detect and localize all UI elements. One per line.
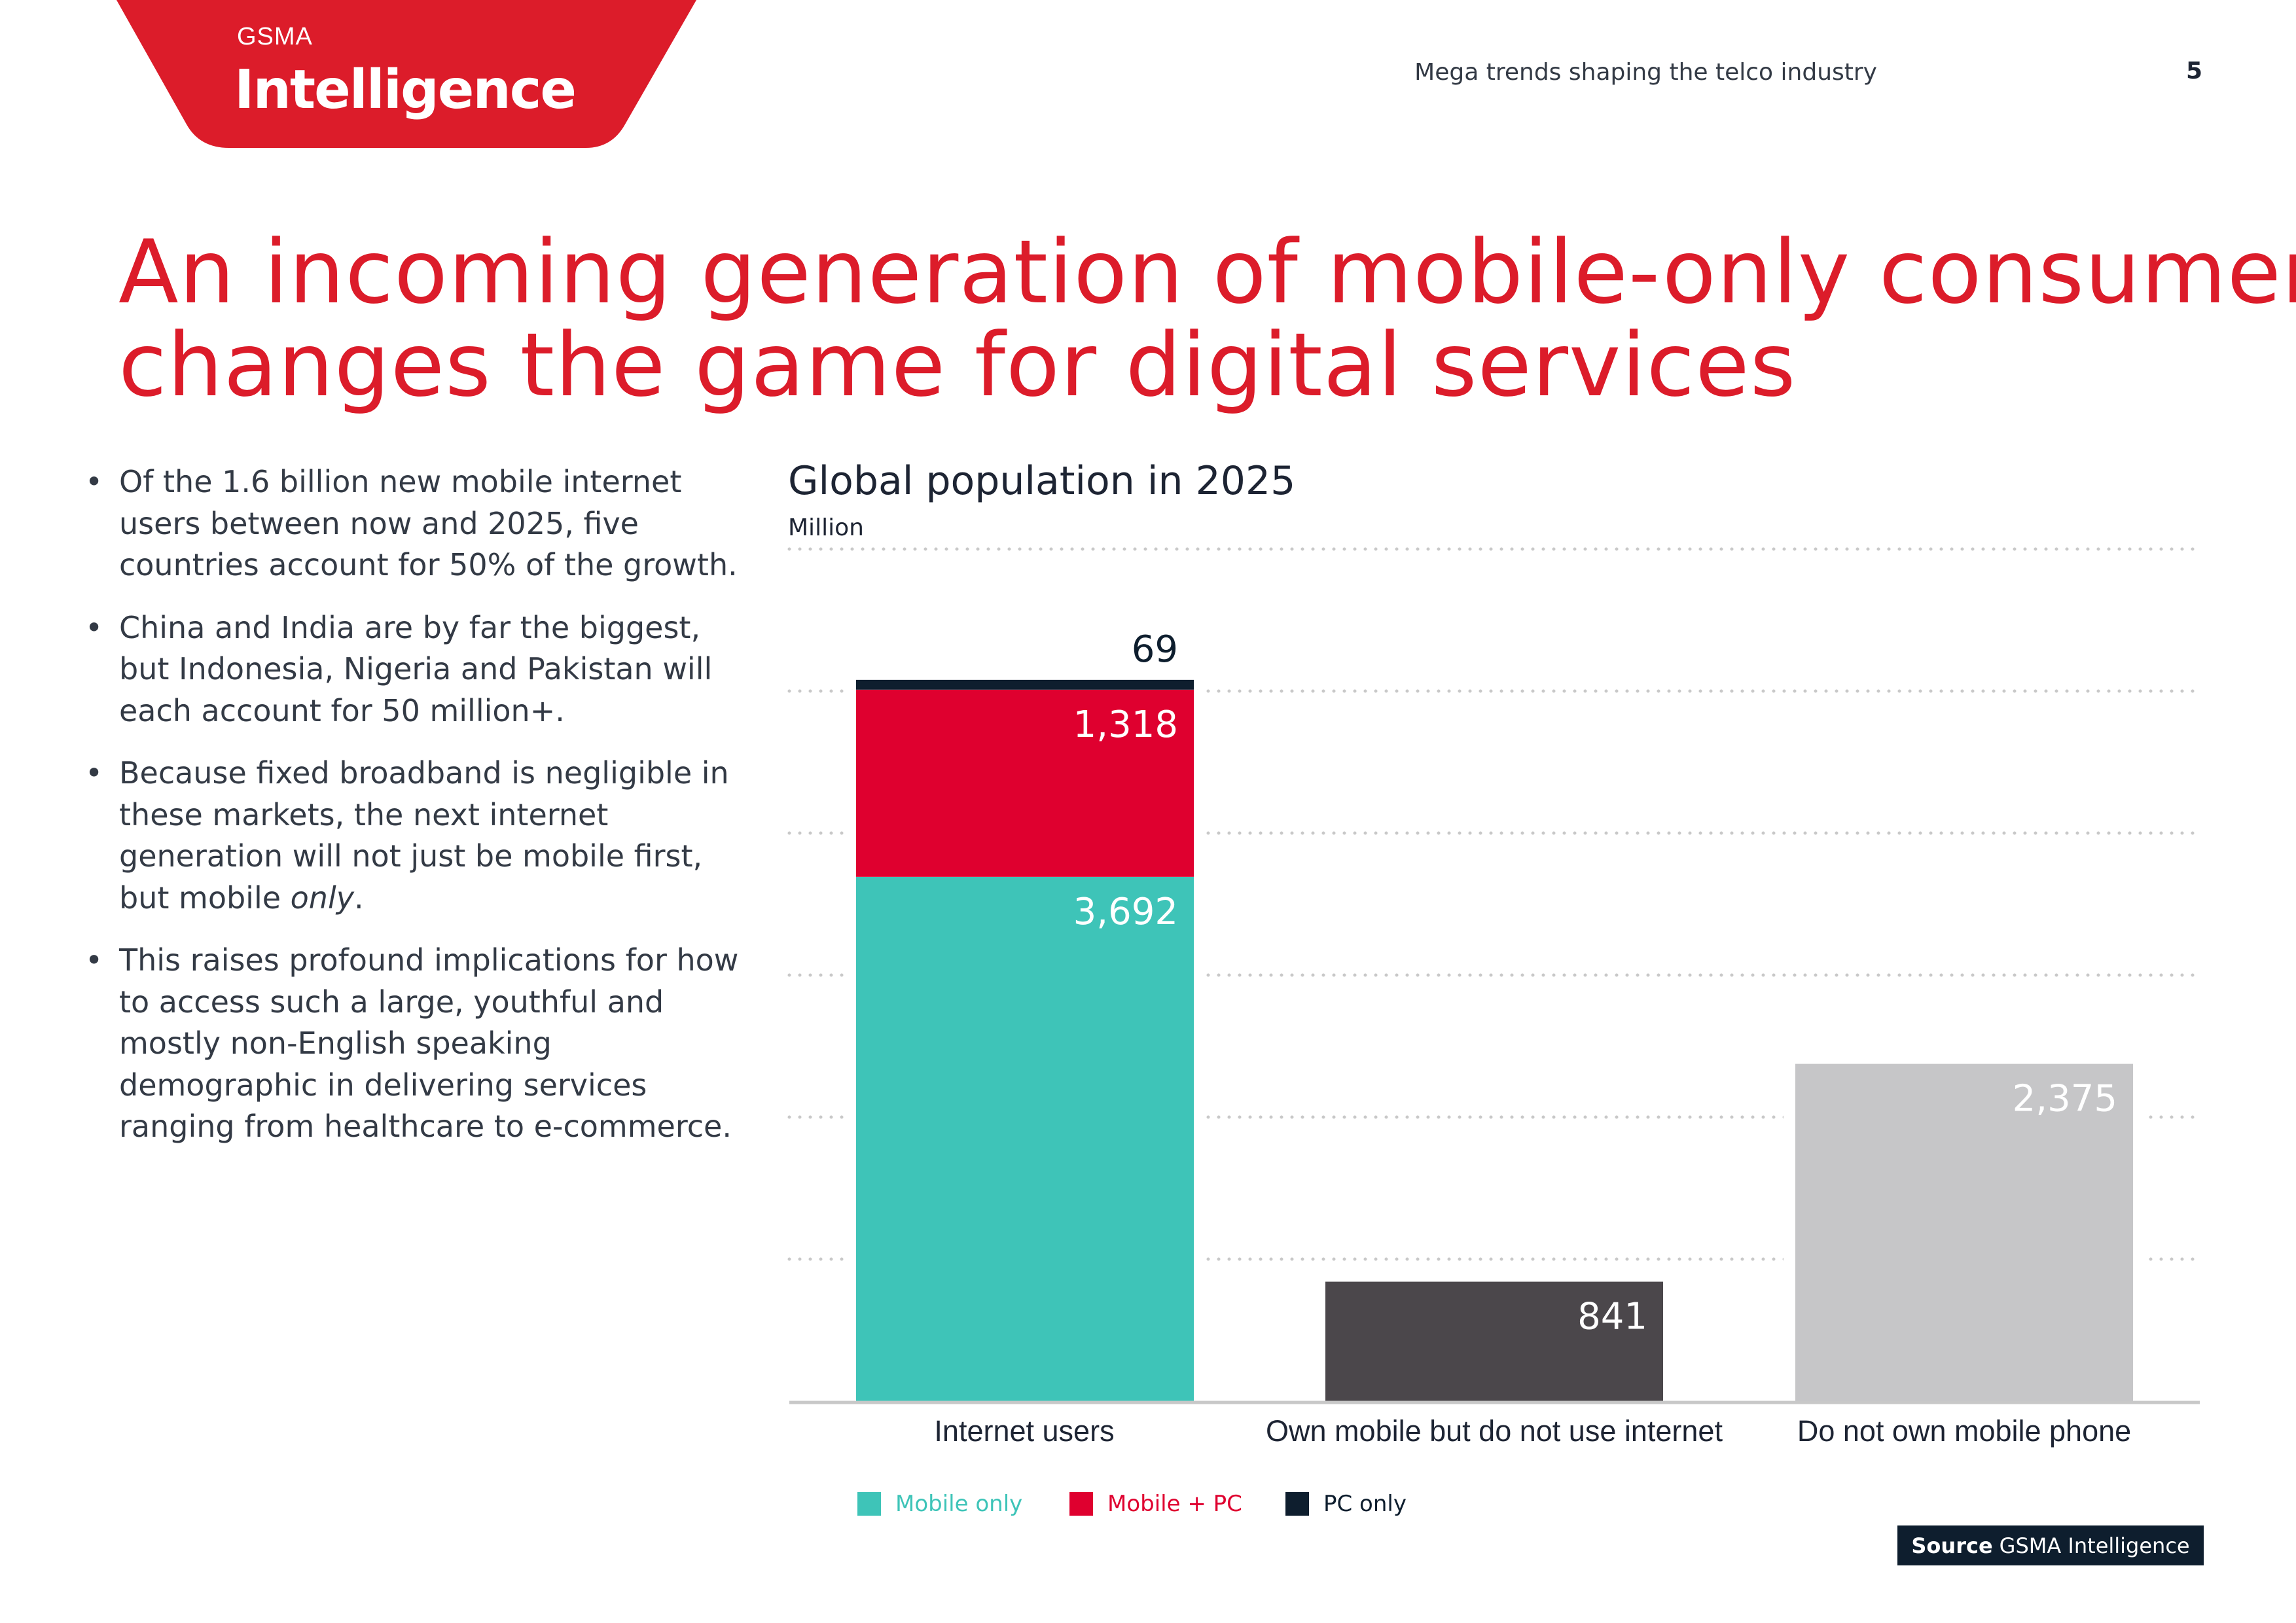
legend-item-mobile-only: Mobile only [857, 1491, 1022, 1517]
bullet-list: Of the 1.6 billion new mobile internet u… [85, 461, 740, 1169]
logo-gsma-text: GSMA [237, 23, 313, 50]
legend-label: PC only [1323, 1491, 1407, 1517]
data-label: 841 [1577, 1296, 1647, 1338]
section-title: Mega trends shaping the telco industry [1414, 59, 1877, 86]
bar [1325, 1281, 1663, 1401]
bar-segment-mobile-only [856, 876, 1194, 1401]
legend-swatch [1069, 1492, 1093, 1516]
legend-swatch [857, 1492, 881, 1516]
bullet-item: Because fixed broadband is negligible in… [85, 753, 740, 919]
bar-segment-mobile-pc [856, 689, 1194, 877]
chart-title: Global population in 2025 [788, 458, 1296, 504]
source-label: Source [1911, 1533, 1993, 1558]
data-label: 1,318 [1073, 704, 1178, 746]
data-label: 69 [1132, 628, 1178, 671]
bullet-text-end: . [353, 880, 364, 916]
bar [1795, 1063, 2133, 1401]
bullet-text: Because fixed broadband is negligible in… [119, 755, 729, 916]
x-tick-label: Own mobile but do not use internet [1266, 1414, 1723, 1448]
title-line-2: changes the game for digital services [118, 314, 1797, 416]
gsma-logo-shape [117, 0, 696, 148]
page-title: An incoming generation of mobile-only co… [118, 226, 2296, 412]
title-line-1: An incoming generation of mobile-only co… [118, 221, 2296, 323]
chart-unit-label: Million [788, 514, 864, 541]
legend-swatch [1285, 1492, 1309, 1516]
legend-label: Mobile only [895, 1491, 1023, 1517]
bullet-item: China and India are by far the biggest, … [85, 607, 740, 732]
page-number: 5 [2186, 58, 2203, 84]
bullet-emphasis: only [290, 880, 354, 916]
bullet-item: Of the 1.6 billion new mobile internet u… [85, 461, 740, 586]
bullet-item: This raises profound implications for ho… [85, 940, 740, 1148]
logo-intelligence-text: Intelligence [234, 59, 577, 121]
bar-segment-pc-only [856, 679, 1194, 690]
source-text: GSMA Intelligence [1999, 1533, 2190, 1558]
source-badge: Source GSMA Intelligence [1897, 1525, 2204, 1565]
x-tick-label: Do not own mobile phone [1797, 1414, 2131, 1448]
data-label: 2,375 [2013, 1078, 2117, 1120]
legend-label: Mobile + PC [1107, 1491, 1242, 1517]
x-tick-label: Internet users [934, 1414, 1114, 1448]
legend-item-mobile-pc: Mobile + PC [1069, 1491, 1242, 1517]
data-label: 3,692 [1073, 891, 1178, 933]
legend-item-pc-only: PC only [1285, 1491, 1407, 1517]
